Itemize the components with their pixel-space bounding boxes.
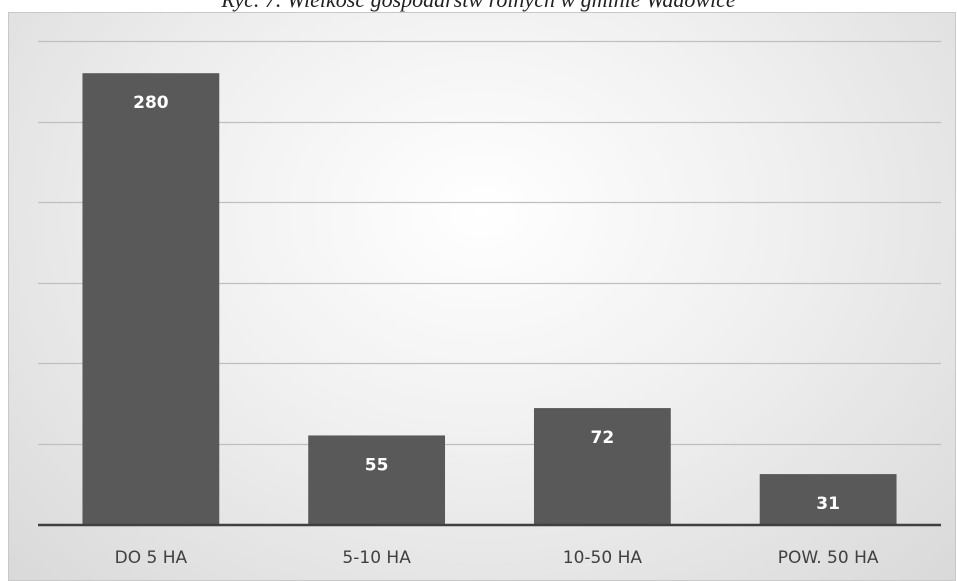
x-tick-label: POW. 50 HA (778, 548, 879, 568)
data-label: 55 (365, 455, 389, 475)
x-tick-label: 5-10 HA (342, 548, 411, 568)
x-tick-label: DO 5 HA (115, 548, 188, 568)
chart-caption: Ryc. 7. Wielkość gospodarstw rolnych w g… (0, 0, 957, 12)
data-label: 280 (133, 93, 169, 113)
x-tick-label: 10-50 HA (563, 548, 643, 568)
data-label: 72 (591, 428, 615, 448)
bar (533, 408, 671, 524)
data-labels: 280 55 72 31 (133, 93, 840, 514)
bar (82, 73, 220, 524)
data-label: 31 (816, 494, 840, 514)
x-tick-labels: DO 5 HA 5-10 HA 10-50 HA POW. 50 HA (115, 548, 879, 568)
bar (759, 474, 897, 524)
bars (82, 73, 897, 524)
bar (308, 435, 446, 524)
